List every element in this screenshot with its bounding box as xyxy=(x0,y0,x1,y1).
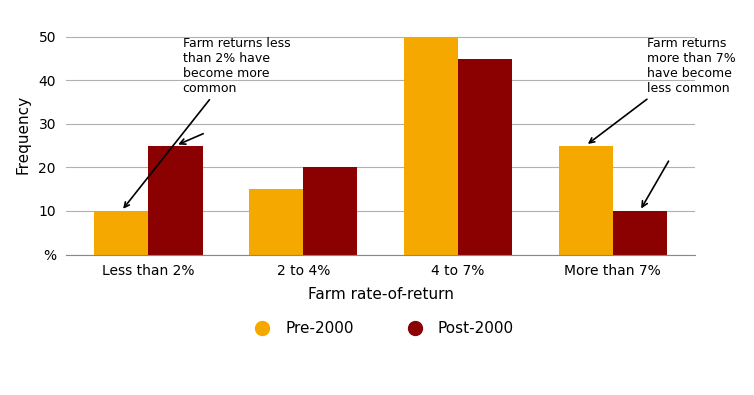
X-axis label: Farm rate-of-return: Farm rate-of-return xyxy=(308,287,453,301)
Bar xyxy=(613,211,667,254)
Legend: Pre-2000, Post-2000: Pre-2000, Post-2000 xyxy=(241,315,520,342)
Bar xyxy=(404,37,458,254)
Bar xyxy=(458,58,512,254)
Bar xyxy=(303,167,357,254)
Y-axis label: Frequency: Frequency xyxy=(15,95,30,174)
Bar xyxy=(94,211,149,254)
Bar xyxy=(149,146,203,254)
Text: Farm returns less
than 2% have
become more
common: Farm returns less than 2% have become mo… xyxy=(124,37,290,207)
Bar xyxy=(559,146,613,254)
Bar xyxy=(249,189,303,254)
Text: Farm returns
more than 7%
have become
less common: Farm returns more than 7% have become le… xyxy=(590,37,735,143)
